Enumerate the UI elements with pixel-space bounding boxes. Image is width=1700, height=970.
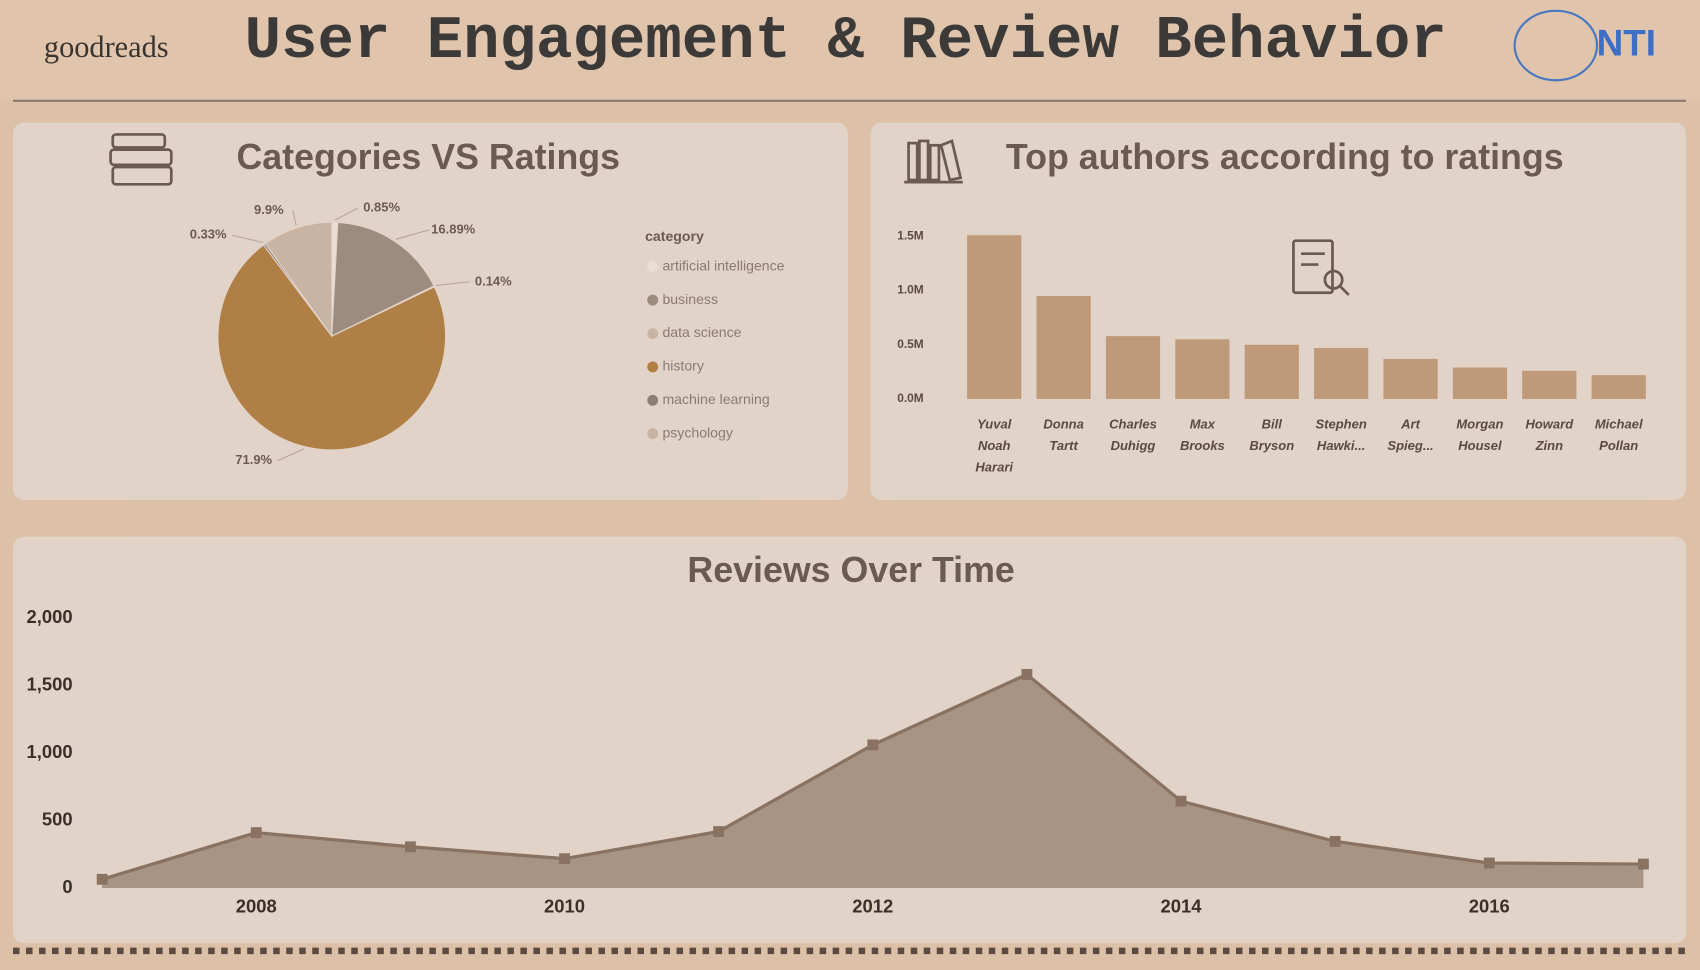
data-label: 71.9% bbox=[235, 452, 272, 467]
leader-line bbox=[277, 448, 305, 462]
bar bbox=[1244, 344, 1299, 399]
leader-line bbox=[334, 207, 359, 221]
bar bbox=[1452, 367, 1508, 399]
pie-slice bbox=[264, 221, 333, 338]
point bbox=[559, 853, 570, 865]
legend-label: data science bbox=[662, 324, 741, 340]
x-tick-label: Morgan Housel bbox=[1456, 416, 1504, 454]
logo-ring bbox=[1513, 9, 1599, 82]
legend-title: category bbox=[645, 228, 704, 244]
point bbox=[867, 739, 879, 751]
panel bbox=[870, 122, 1686, 500]
x-tick-label: Yuval Noah Harari bbox=[975, 416, 1014, 475]
legend-label: machine learning bbox=[662, 391, 769, 407]
data-label: 0.33% bbox=[190, 227, 227, 242]
bar bbox=[1522, 370, 1577, 399]
y-tick-label: 1,500 bbox=[27, 673, 73, 694]
y-tick-label: 0.5M bbox=[897, 337, 924, 351]
y-tick-label: 0 bbox=[62, 876, 72, 897]
legend-marker bbox=[647, 261, 659, 273]
leader-line bbox=[436, 281, 470, 286]
chart-title: Reviews Over Time bbox=[687, 550, 1014, 590]
pie-slice bbox=[217, 244, 447, 451]
legend-marker bbox=[647, 394, 659, 406]
bar bbox=[1314, 348, 1369, 399]
point bbox=[250, 827, 262, 839]
bar bbox=[1036, 295, 1091, 399]
bar bbox=[1105, 336, 1161, 399]
data-label: 0.14% bbox=[475, 273, 512, 288]
books-icon bbox=[109, 133, 173, 186]
x-tick-label: 2008 bbox=[236, 895, 277, 916]
y-tick-label: 1,000 bbox=[27, 741, 73, 762]
x-tick-label: 2012 bbox=[852, 895, 893, 916]
data-label: 0.85% bbox=[363, 200, 400, 215]
point bbox=[1483, 857, 1495, 869]
y-tick-label: 2,000 bbox=[27, 606, 73, 627]
y-tick-label: 1.0M bbox=[897, 283, 924, 297]
point bbox=[1021, 668, 1033, 680]
x-tick-label: Charles Duhigg bbox=[1109, 416, 1157, 454]
chart-title: Top authors according to ratings bbox=[1006, 137, 1564, 177]
point bbox=[1175, 795, 1187, 807]
point bbox=[96, 873, 108, 885]
x-tick-label: 2014 bbox=[1161, 895, 1203, 916]
leader-line bbox=[231, 234, 264, 244]
x-tick-label: Michael Pollan bbox=[1594, 416, 1643, 454]
x-tick-label: 2016 bbox=[1469, 895, 1510, 916]
report-icon bbox=[1292, 239, 1350, 296]
brand: goodreads bbox=[44, 30, 169, 64]
legend-label: business bbox=[662, 291, 718, 307]
leader-line bbox=[292, 210, 297, 226]
x-tick-label: Max Brooks bbox=[1179, 416, 1225, 454]
x-tick-label: Stephen Hawki... bbox=[1315, 416, 1367, 454]
bar bbox=[1383, 358, 1438, 399]
legend-label: psychology bbox=[662, 424, 733, 440]
leader-line bbox=[395, 229, 430, 240]
point bbox=[1637, 858, 1649, 870]
x-tick-label: Art Spieg... bbox=[1387, 416, 1434, 454]
data-label: 16.89% bbox=[431, 221, 476, 236]
y-tick-label: 0.0M bbox=[897, 391, 924, 405]
y-tick-label: 500 bbox=[42, 808, 73, 829]
y-tick-label: 1.5M bbox=[897, 229, 924, 243]
chart-title: Categories VS Ratings bbox=[236, 137, 620, 177]
area bbox=[102, 674, 1644, 888]
logo: NTI bbox=[1597, 22, 1656, 63]
legend-marker bbox=[647, 361, 659, 373]
bar bbox=[1175, 339, 1230, 399]
bar bbox=[1591, 375, 1646, 399]
legend-label: history bbox=[662, 358, 704, 374]
page-title: User Engagement & Review Behavior bbox=[245, 7, 1447, 76]
point bbox=[404, 841, 416, 853]
x-tick-label: Howard Zinn bbox=[1525, 416, 1574, 454]
header-bar bbox=[0, 0, 1700, 100]
legend-marker bbox=[647, 294, 659, 306]
x-tick-label: Donna Tartt bbox=[1043, 416, 1084, 454]
x-tick-label: Bill Bryson bbox=[1249, 416, 1295, 454]
point bbox=[713, 826, 725, 837]
legend-marker bbox=[647, 328, 659, 339]
shelf-icon bbox=[904, 139, 963, 184]
legend-marker bbox=[647, 428, 659, 440]
data-label: 9.9% bbox=[254, 202, 284, 217]
legend-label: artificial intelligence bbox=[662, 257, 784, 273]
bar bbox=[967, 235, 1022, 399]
x-tick-label: 2010 bbox=[544, 895, 585, 916]
pie-slice bbox=[331, 221, 435, 337]
point bbox=[1329, 835, 1341, 847]
